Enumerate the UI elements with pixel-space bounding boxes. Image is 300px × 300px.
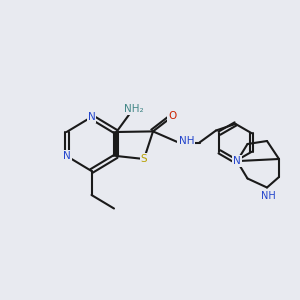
Text: NH: NH bbox=[261, 191, 276, 201]
Text: N: N bbox=[233, 156, 241, 166]
Text: O: O bbox=[168, 111, 177, 122]
Text: N: N bbox=[88, 112, 95, 122]
Text: NH: NH bbox=[178, 136, 194, 146]
Text: NH₂: NH₂ bbox=[124, 103, 143, 114]
Text: N: N bbox=[63, 151, 70, 161]
Text: S: S bbox=[141, 154, 147, 164]
